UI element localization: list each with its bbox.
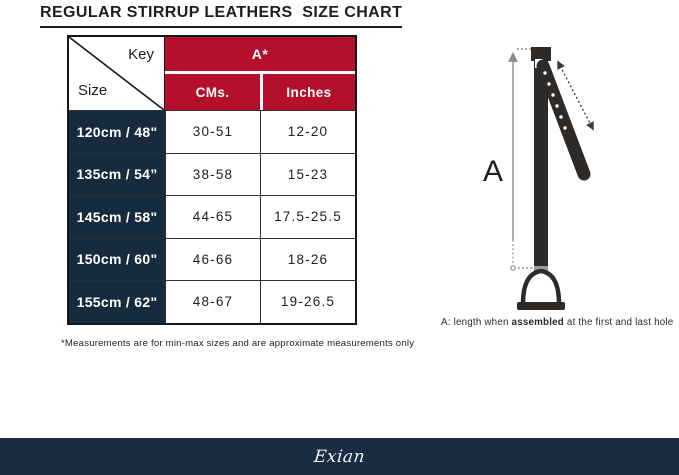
table-row-cms: 44-65 [165, 195, 260, 238]
stirrup-leather-illustration: A [483, 47, 594, 310]
table-row-size: 120cm / 48" [69, 110, 165, 153]
page-title: REGULAR STIRRUP LEATHERS SIZE CHART [40, 4, 403, 28]
caption-prefix: A: length when [441, 317, 512, 328]
corner-size-label: Size [78, 82, 108, 99]
table-row-inches: 19-26.5 [260, 280, 355, 323]
measurements-footnote: *Measurements are for min-max sizes and … [61, 338, 415, 349]
dimension-label-a: A [483, 155, 503, 188]
column-header-cms: CMs. [165, 74, 260, 110]
table-row-cms: 48-67 [165, 280, 260, 323]
table-row-size: 155cm / 62" [69, 280, 165, 323]
table-row-inches: 18-26 [260, 237, 355, 280]
dimension-line-a [508, 48, 538, 271]
table-row-cms: 38-58 [165, 152, 260, 195]
table-row-size: 145cm / 58" [69, 195, 165, 238]
size-table: Key Size A* CMs. Inches 120cm / 48" 30-5… [67, 35, 357, 325]
page-title-text: REGULAR STIRRUP LEATHERS SIZE CHART [40, 4, 403, 28]
strap-dimension-line [557, 60, 594, 131]
brand-logo: Exian [312, 446, 367, 467]
table-row-inches: 17.5-25.5 [260, 195, 355, 238]
table-row-cms: 30-51 [165, 110, 260, 153]
table-row-size: 150cm / 60" [69, 237, 165, 280]
column-group-header-a: A* [165, 37, 355, 74]
corner-key-label: Key [128, 46, 154, 63]
caption-bold-word: assembled [511, 317, 564, 328]
table-row-size: 135cm / 54” [69, 152, 165, 195]
column-header-inches: Inches [260, 74, 355, 110]
caption-suffix: at the first and last hole [564, 317, 674, 328]
table-corner-cell: Key Size [69, 37, 165, 110]
stirrup-iron [517, 266, 565, 310]
footer-bar: Exian [0, 438, 679, 475]
table-row-cms: 46-66 [165, 237, 260, 280]
diagonal-divider-line [69, 37, 164, 110]
punched-strap-end [536, 59, 591, 181]
table-row-inches: 12-20 [260, 110, 355, 153]
table-row-inches: 15-23 [260, 152, 355, 195]
diagram-caption: A: length when assembled at the first an… [441, 317, 676, 328]
